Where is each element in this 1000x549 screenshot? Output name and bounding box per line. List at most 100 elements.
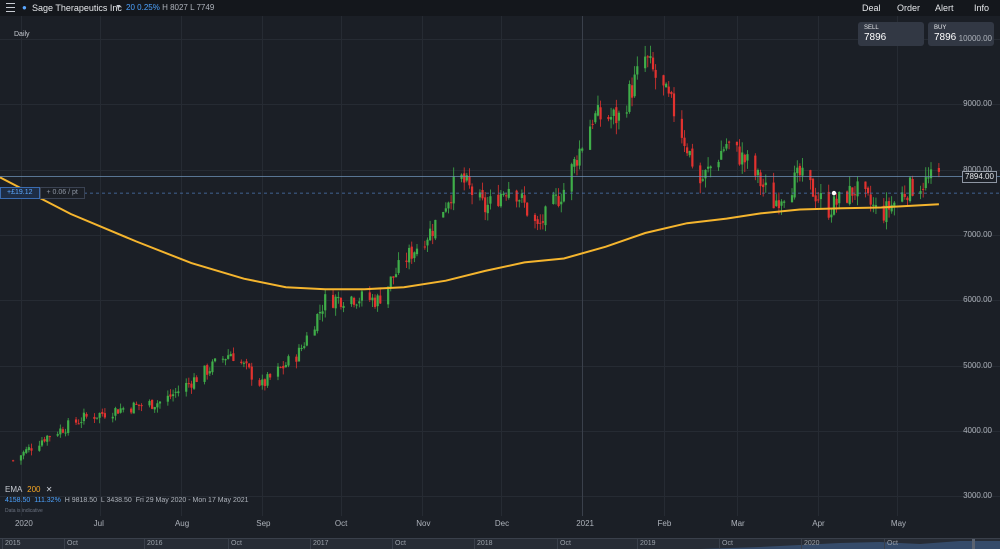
ema-line[interactable] (0, 176, 939, 291)
candle-down[interactable] (497, 194, 500, 206)
candle-up[interactable] (612, 109, 615, 116)
candle-up[interactable] (649, 56, 652, 59)
candle-down[interactable] (195, 377, 198, 382)
candle-down[interactable] (470, 186, 474, 195)
candle-up[interactable] (38, 445, 41, 451)
candle-down[interactable] (811, 178, 815, 197)
alert-button[interactable]: Alert (935, 3, 954, 13)
candle-up[interactable] (856, 181, 859, 197)
candle-up[interactable] (609, 117, 613, 120)
candle-down[interactable] (48, 436, 51, 438)
candle-up[interactable] (633, 74, 636, 97)
candle-up[interactable] (166, 395, 169, 402)
candle-down[interactable] (232, 353, 235, 361)
candle-up[interactable] (95, 417, 99, 419)
candle-up[interactable] (874, 205, 878, 207)
candle-up[interactable] (148, 400, 151, 406)
candle-down[interactable] (680, 118, 683, 138)
candle-down[interactable] (206, 365, 209, 375)
position-entry-marker[interactable] (831, 190, 837, 196)
candle-up[interactable] (297, 347, 301, 362)
candle-up[interactable] (119, 408, 122, 413)
candle-down[interactable] (759, 172, 762, 187)
candle-down[interactable] (74, 419, 78, 423)
hamburger-menu-icon[interactable] (6, 3, 15, 12)
candle-down[interactable] (85, 413, 88, 417)
candle-up[interactable] (688, 151, 691, 156)
candle-down[interactable] (911, 178, 914, 196)
interval-label[interactable]: Daily (14, 31, 30, 38)
candle-down[interactable] (817, 199, 820, 201)
candle-up[interactable] (499, 193, 503, 207)
candle-down[interactable] (738, 146, 741, 165)
candle-up[interactable] (177, 391, 180, 394)
candle-down[interactable] (814, 195, 817, 202)
candle-down[interactable] (672, 93, 676, 117)
candle-up[interactable] (229, 354, 232, 357)
candle-up[interactable] (596, 105, 600, 116)
candle-down[interactable] (903, 193, 906, 197)
candle-down[interactable] (533, 214, 537, 221)
candle-down[interactable] (339, 297, 343, 307)
candle-up[interactable] (122, 408, 125, 410)
candle-down[interactable] (670, 92, 673, 95)
candle-up[interactable] (893, 202, 896, 208)
candle-up[interactable] (287, 356, 290, 366)
candle-up[interactable] (617, 112, 621, 121)
candle-up[interactable] (27, 447, 30, 451)
candle-up[interactable] (665, 83, 668, 88)
candle-up[interactable] (376, 295, 379, 307)
candle-down[interactable] (515, 190, 518, 202)
info-button[interactable]: Info (974, 3, 990, 13)
candle-down[interactable] (526, 202, 529, 216)
candle-up[interactable] (704, 169, 707, 179)
candle-down[interactable] (77, 423, 80, 425)
candle-up[interactable] (313, 329, 316, 336)
candle-up[interactable] (901, 192, 904, 202)
candle-up[interactable] (452, 176, 455, 204)
candle-down[interactable] (187, 383, 190, 385)
candle-up[interactable] (554, 194, 558, 196)
candle-down[interactable] (282, 365, 285, 369)
candle-up[interactable] (40, 440, 44, 446)
candle-up[interactable] (64, 432, 67, 434)
candle-up[interactable] (783, 201, 786, 203)
candle-up[interactable] (174, 391, 177, 393)
candle-up[interactable] (434, 219, 437, 239)
candle-up[interactable] (775, 200, 778, 207)
candle-down[interactable] (607, 116, 610, 120)
candle-up[interactable] (132, 402, 135, 414)
candle-up[interactable] (486, 204, 489, 214)
candle-up[interactable] (208, 371, 211, 374)
candle-up[interactable] (819, 193, 822, 200)
candle-down[interactable] (481, 189, 484, 199)
candle-up[interactable] (56, 434, 59, 436)
candle-up[interactable] (701, 179, 704, 181)
candle-up[interactable] (213, 358, 217, 362)
candle-up[interactable] (885, 201, 888, 223)
candle-down[interactable] (654, 69, 657, 78)
candle-down[interactable] (190, 383, 193, 388)
candle-up[interactable] (25, 449, 28, 453)
candle-down[interactable] (615, 107, 618, 124)
price-chart[interactable]: Daily SELL 7896 BUY 7896 7894.00 +£19.12… (0, 16, 1000, 549)
deal-button[interactable]: Deal (862, 3, 881, 13)
candle-down[interactable] (392, 276, 395, 278)
candle-down[interactable] (240, 361, 243, 363)
candle-up[interactable] (588, 126, 592, 150)
candle-up[interactable] (790, 195, 794, 203)
candle-down[interactable] (523, 195, 526, 203)
candle-up[interactable] (725, 144, 728, 149)
candle-down[interactable] (279, 366, 282, 368)
candle-up[interactable] (872, 204, 875, 206)
candle-up[interactable] (321, 311, 324, 314)
candle-up[interactable] (544, 206, 547, 226)
candle-up[interactable] (756, 169, 760, 176)
candle-down[interactable] (379, 295, 382, 304)
sell-button[interactable]: SELL 7896 (858, 22, 924, 46)
candle-up[interactable] (171, 394, 175, 397)
candle-up[interactable] (276, 366, 280, 377)
candle-up[interactable] (780, 201, 783, 206)
candle-up[interactable] (573, 159, 576, 167)
candle-up[interactable] (929, 169, 933, 179)
